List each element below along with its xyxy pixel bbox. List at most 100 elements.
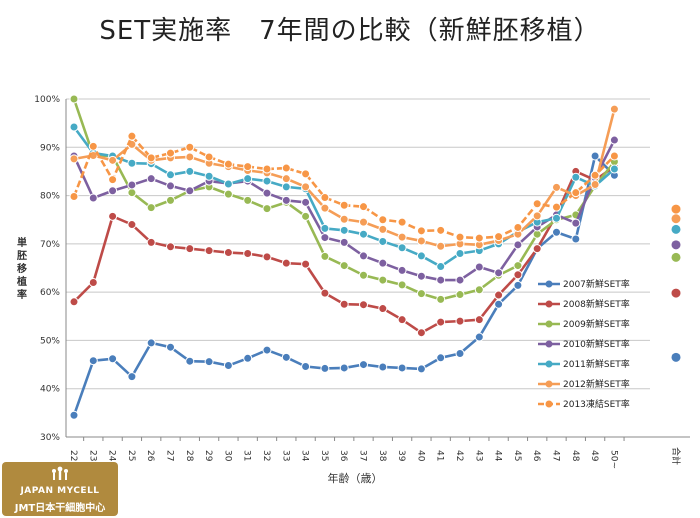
data-point <box>378 304 388 314</box>
data-point <box>494 290 504 300</box>
data-point <box>513 270 523 280</box>
data-point <box>436 225 446 235</box>
data-point <box>262 252 272 262</box>
data-point <box>378 258 388 268</box>
data-point <box>416 328 426 338</box>
data-point <box>416 226 426 236</box>
data-point <box>166 342 175 352</box>
data-point <box>69 410 79 420</box>
data-point <box>243 353 253 363</box>
x-tick-label: 43 <box>473 450 483 461</box>
data-point <box>378 215 388 225</box>
data-point <box>532 199 542 209</box>
data-point <box>185 142 195 152</box>
logo-line1: JAPAN MYCELL <box>20 486 100 496</box>
data-point <box>571 234 581 244</box>
data-point <box>474 285 484 295</box>
x-tick-label: 34 <box>300 450 310 462</box>
x-tick-label: 36 <box>338 450 348 462</box>
x-tick-label: 26 <box>145 450 155 462</box>
series-2 <box>69 162 619 338</box>
total-points <box>671 204 681 362</box>
data-point <box>88 193 98 203</box>
legend-label: 2007新鮮SET率 <box>563 278 630 290</box>
logo-mark-icon <box>52 466 68 480</box>
data-point <box>146 174 156 184</box>
data-point <box>223 189 233 199</box>
x-tick-label: 35 <box>319 450 329 461</box>
data-point <box>436 353 446 363</box>
series-3 <box>69 94 619 304</box>
data-point <box>359 270 368 280</box>
data-point <box>166 170 175 180</box>
data-point <box>436 317 446 327</box>
data-point <box>416 236 426 246</box>
y-axis-label-char: 移 <box>17 262 27 275</box>
x-tick-label: 33 <box>280 450 290 461</box>
data-point <box>513 240 523 250</box>
data-point <box>609 151 619 161</box>
data-point <box>185 356 195 366</box>
legend-label: 2010新鮮SET率 <box>563 338 630 350</box>
data-point <box>359 300 368 310</box>
series-line <box>72 154 616 416</box>
legend-label: 2011新鮮SET率 <box>563 358 630 370</box>
data-point <box>590 170 600 180</box>
data-point <box>455 290 465 300</box>
data-point <box>127 180 137 190</box>
y-axis-label-char: 胚 <box>17 250 27 262</box>
data-point <box>339 237 349 247</box>
data-point <box>436 294 446 304</box>
legend: 2007新鮮SET率 2008新鮮SET率 2009新鮮SET率 2010新鮮SET率… <box>538 278 630 410</box>
legend-label: 2008新鮮SET率 <box>563 298 630 310</box>
data-point <box>513 280 523 290</box>
data-point <box>223 179 233 189</box>
x-tick-label: 31 <box>242 450 252 461</box>
data-point <box>320 233 330 243</box>
legend-label: 2009新鮮SET率 <box>563 318 630 330</box>
data-point <box>320 203 330 213</box>
data-point <box>339 214 349 224</box>
data-point <box>378 275 388 285</box>
data-point <box>590 151 600 161</box>
legend-label: 2013凍結SET率 <box>563 398 630 410</box>
x-tick-label: 46 <box>531 450 541 462</box>
data-point <box>185 244 195 254</box>
y-tick-label: 90% <box>40 143 60 153</box>
data-point <box>359 360 368 370</box>
data-point <box>378 224 388 234</box>
x-tick-label: 28 <box>184 450 194 462</box>
data-point <box>339 225 349 235</box>
data-point <box>532 244 542 254</box>
data-point <box>571 188 581 198</box>
data-point <box>455 249 465 259</box>
data-point <box>320 223 330 233</box>
data-point <box>339 261 349 271</box>
data-point <box>397 280 407 290</box>
data-point <box>494 268 504 278</box>
data-point <box>243 162 253 172</box>
data-point <box>127 188 137 198</box>
data-point <box>494 232 504 242</box>
y-tick-label: 40% <box>40 385 60 395</box>
data-point <box>223 159 233 169</box>
data-point <box>590 179 600 189</box>
data-point <box>108 354 118 364</box>
legend-marker <box>545 360 553 368</box>
data-point <box>552 202 561 212</box>
data-point <box>609 135 619 145</box>
y-tick-labels: 30% 40% 50% 60% 70% 80% 90% 100% <box>34 95 60 443</box>
x-tick-label: 25 <box>126 450 136 461</box>
data-point <box>127 372 137 382</box>
data-point <box>571 218 581 228</box>
data-point <box>320 288 330 298</box>
data-point <box>359 251 368 261</box>
data-point <box>397 217 407 227</box>
data-point <box>166 242 175 252</box>
x-tick-label: 29 <box>203 450 213 462</box>
data-point <box>513 261 523 271</box>
x-tick-label: 23 <box>87 450 97 461</box>
data-point <box>301 182 311 192</box>
data-point <box>494 299 504 309</box>
